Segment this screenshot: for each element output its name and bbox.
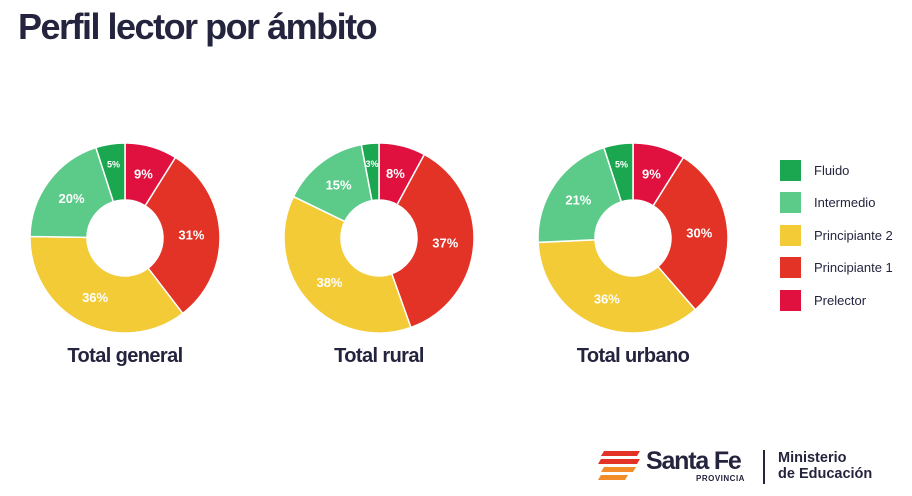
footer-divider <box>763 450 765 484</box>
legend-swatch <box>780 225 801 246</box>
page-title: Perfil lector por ámbito <box>18 6 378 47</box>
legend-label: Principiante 1 <box>814 260 893 275</box>
legend-label: Prelector <box>814 293 867 308</box>
donut-slice-principiante-2 <box>283 195 412 334</box>
legend-swatch <box>780 160 801 181</box>
donut-slice-intermedio <box>537 146 623 244</box>
data-label-prelector: 8% <box>386 166 405 181</box>
data-label-intermedio: 21% <box>565 193 591 208</box>
donut-slice-principiante-1 <box>144 156 221 315</box>
ministry-name: Ministerio de Educación <box>778 450 872 482</box>
donut-chart-total-general: 9% 31% 36% 20% 5% <box>25 138 225 338</box>
donut-slice-principiante-2 <box>537 238 697 334</box>
data-label-principiante-2: 36% <box>594 292 620 307</box>
chart-label-total-rural: Total rural <box>334 345 424 367</box>
donut-chart-total-urbano: 9% 30% 36% 21% 5% <box>533 138 733 338</box>
donut-chart-total-rural: 8% 37% 38% 15% 3% <box>279 138 479 338</box>
chart-label-total-urbano: Total urbano <box>576 345 690 367</box>
donut-slice-principiante-1 <box>390 153 475 329</box>
legend-swatch <box>780 192 801 213</box>
data-label-intermedio: 15% <box>326 178 352 193</box>
donut-slice-intermedio <box>29 146 115 239</box>
data-label-principiante-2: 36% <box>82 290 108 305</box>
data-label-intermedio: 20% <box>59 191 85 206</box>
legend-label: Fluido <box>814 163 850 178</box>
data-label-fluido: 5% <box>615 159 628 169</box>
santa-fe-logo-icon <box>598 449 642 486</box>
data-label-principiante-1: 30% <box>686 225 712 240</box>
data-label-fluido: 3% <box>366 159 379 169</box>
legend-label: Principiante 2 <box>814 228 893 243</box>
data-label-fluido: 5% <box>107 159 120 169</box>
legend-swatch <box>780 257 801 278</box>
donut-slice-fluido <box>360 142 380 202</box>
donut-slice-principiante-1 <box>652 156 729 311</box>
data-label-principiante-2: 38% <box>316 275 342 290</box>
ministry-line-2: de Educación <box>778 466 873 482</box>
legend-swatch <box>780 290 801 311</box>
donut-slice-principiante-2 <box>29 235 184 334</box>
donut-slice-fluido <box>602 142 634 203</box>
chart-label-total-general: Total general <box>67 345 183 367</box>
data-label-principiante-1: 37% <box>432 236 458 251</box>
donut-slice-fluido <box>94 142 126 203</box>
brand-subtitle: PROVINCIA <box>696 474 745 483</box>
data-label-principiante-1: 31% <box>178 227 204 242</box>
data-label-prelector: 9% <box>642 167 661 182</box>
brand-name: Santa Fe <box>646 447 742 475</box>
legend-label: Intermedio <box>814 195 876 210</box>
ministry-line-1: Ministerio <box>778 450 847 466</box>
data-label-prelector: 9% <box>134 167 153 182</box>
